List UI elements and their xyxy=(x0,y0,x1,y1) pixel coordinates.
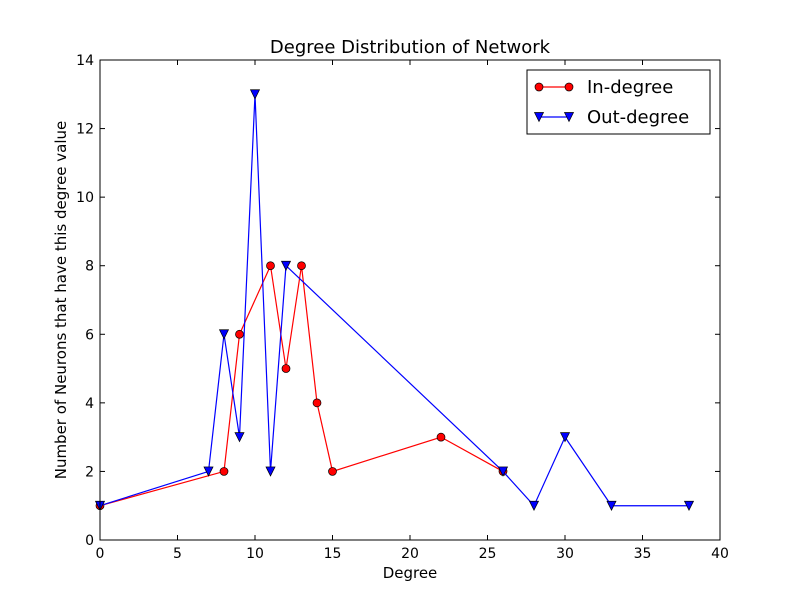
y-tick-label: 0 xyxy=(85,533,94,549)
data-point-out-degree xyxy=(234,432,245,443)
legend-box xyxy=(526,69,711,135)
data-point-in-degree xyxy=(219,467,229,476)
y-tick-label: 12 xyxy=(76,122,94,138)
series-line-in-degree xyxy=(99,263,504,507)
legend-marker-out-degree xyxy=(563,112,575,123)
data-point-in-degree xyxy=(235,329,244,339)
data-point-out-degree xyxy=(559,432,571,443)
x-tick-label: 20 xyxy=(401,546,419,562)
x-tick-label: 15 xyxy=(324,546,342,562)
chart-title: Degree Distribution of Network xyxy=(270,37,551,58)
data-point-in-degree xyxy=(328,467,337,476)
ticks-layer: 0 5 10 15 20 25 30 35 40 0 2 4 6 8 10 12 14 xyxy=(76,53,729,562)
series-layer xyxy=(94,89,695,511)
legend-marker-in-degree xyxy=(534,82,544,92)
data-point-in-degree xyxy=(281,364,291,373)
x-tick-label: 0 xyxy=(96,546,105,562)
data-point-out-degree xyxy=(218,329,230,340)
y-tick-label: 6 xyxy=(85,327,94,343)
data-point-in-degree xyxy=(266,261,275,271)
y-axis-label: Number of Neurons that have this degree … xyxy=(52,121,70,480)
frame-layer xyxy=(99,59,721,541)
y-tick-label: 10 xyxy=(76,190,94,206)
x-tick-label: 35 xyxy=(634,546,652,562)
data-point-in-degree xyxy=(297,261,306,271)
y-tick-label: 14 xyxy=(76,53,94,69)
data-point-out-degree xyxy=(265,466,276,477)
y-tick-label: 4 xyxy=(85,396,94,412)
legend-label-in-degree: In-degree xyxy=(587,77,673,98)
x-tick-label: 40 xyxy=(711,546,729,562)
data-point-out-degree xyxy=(203,466,214,477)
plot-area xyxy=(100,60,720,540)
x-tick-label: 30 xyxy=(556,546,574,562)
series-line-out-degree xyxy=(99,94,689,507)
data-point-in-degree xyxy=(312,398,322,408)
series-in-degree xyxy=(95,261,508,511)
data-point-out-degree xyxy=(497,466,509,477)
data-point-out-degree xyxy=(683,500,695,511)
series-out-degree xyxy=(94,89,695,511)
x-axis-label: Degree xyxy=(383,564,438,582)
x-tick-label: 5 xyxy=(173,546,182,562)
y-tick-label: 2 xyxy=(85,464,94,480)
y-tick-label: 8 xyxy=(85,259,94,275)
legend-marker-in-degree xyxy=(564,82,574,92)
data-point-in-degree xyxy=(436,432,446,442)
legend-marker-out-degree xyxy=(533,112,545,123)
x-tick-label: 10 xyxy=(246,546,264,562)
plot-background xyxy=(100,60,720,540)
x-tick-label: 25 xyxy=(479,546,497,562)
data-point-out-degree xyxy=(606,500,617,511)
legend: In-degree Out-degree xyxy=(526,69,711,135)
data-point-out-degree xyxy=(280,260,292,271)
data-point-out-degree xyxy=(249,89,261,100)
data-point-out-degree xyxy=(528,500,540,511)
legend-label-out-degree: Out-degree xyxy=(587,107,689,128)
plot-frame xyxy=(99,59,721,541)
